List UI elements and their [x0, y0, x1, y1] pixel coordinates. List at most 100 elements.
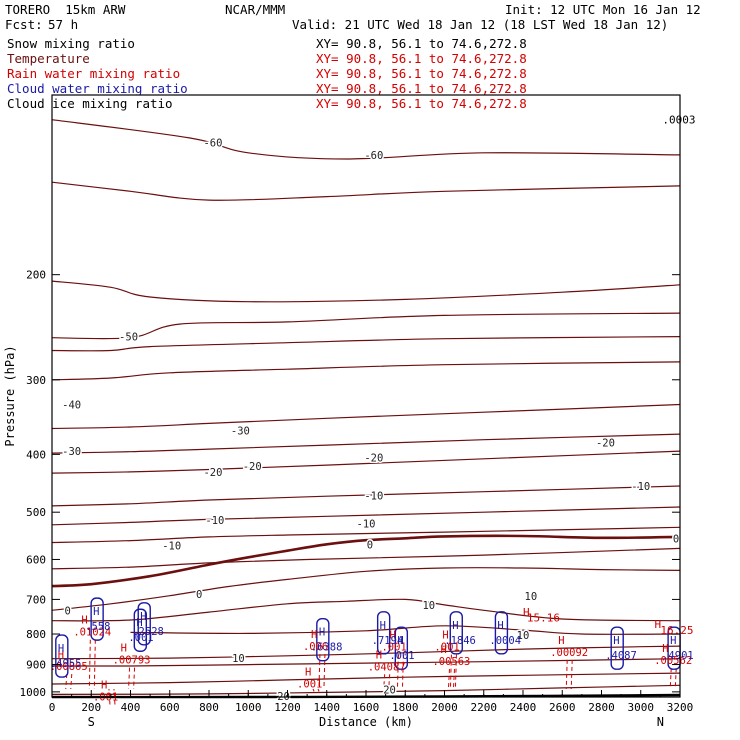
isotherm-line	[51, 450, 681, 474]
legend-xy: XY= 90.8, 56.1 to 74.6,272.8	[316, 66, 527, 81]
isotherm-label: -10	[162, 541, 181, 553]
isotherm-line	[51, 547, 681, 570]
isotherm-line	[51, 280, 681, 303]
rain-max-marker: H	[662, 643, 668, 655]
cloud-max-label: .001	[389, 650, 414, 662]
rain-max-label: .00563	[432, 656, 470, 668]
cloud-max-marker: H	[136, 617, 142, 629]
rain-max-marker: H	[311, 629, 317, 641]
isotherm-label: -30	[231, 426, 250, 438]
field-annotation: 15.16	[527, 611, 560, 624]
cloud-max-marker: H	[380, 620, 386, 632]
y-tick-label: 1000	[20, 686, 47, 699]
cloud-contour	[55, 634, 69, 678]
cloud-max-label: .4901	[662, 650, 694, 662]
legend-entry: Cloud water mixing ratio	[7, 81, 188, 96]
cloud-max-label: .6388	[311, 642, 343, 654]
isotherm-label: 10	[525, 591, 538, 603]
cloud-max-label: .2528	[132, 626, 164, 638]
x-tick-label: 1800	[392, 701, 419, 714]
cloud-max-label: .558	[85, 621, 110, 633]
cloud-max-marker: H	[497, 620, 503, 632]
south-label: S	[88, 715, 95, 729]
cloud-contour	[137, 602, 151, 646]
rain-contour	[312, 688, 320, 692]
rain-max-marker: H	[440, 644, 446, 656]
isotherm-line	[51, 684, 681, 695]
x-tick-label: 2000	[431, 701, 458, 714]
isotherm-line	[51, 526, 681, 544]
x-tick-label: 400	[121, 701, 141, 714]
y-axis-label: Pressure (hPa)	[3, 345, 17, 446]
x-tick-label: 1000	[235, 701, 262, 714]
field-annotation: H	[654, 618, 661, 631]
cloud-max-label: .4087	[605, 650, 637, 662]
y-tick-label: 400	[26, 448, 46, 461]
rain-max-marker: H	[389, 630, 395, 642]
cloud-max-label: .001	[128, 632, 153, 644]
isotherm-line	[51, 658, 681, 667]
rain-max-label: .00562	[654, 655, 692, 667]
cloud-max-marker: H	[58, 643, 64, 655]
rain-contour	[318, 654, 326, 690]
isotherm-line	[51, 672, 681, 685]
isotherm-label: 0	[367, 539, 373, 551]
isotherm-line	[51, 534, 681, 588]
isotherm-line	[51, 645, 681, 660]
isotherm-label: -20	[203, 467, 222, 479]
legend-xy: XY= 90.8, 56.1 to 74.6,272.8	[316, 36, 527, 51]
field-annotation: 16.25	[660, 624, 693, 637]
x-tick-label: 1600	[353, 701, 380, 714]
x-tick-label: 3200	[667, 701, 694, 714]
isotherm-label: -10	[631, 481, 650, 493]
rain-max-label: .001	[381, 642, 406, 654]
cloud-max-label: .0004	[489, 635, 521, 647]
rain-max-marker: H	[58, 649, 64, 661]
forecast-label: Fcst:	[5, 17, 43, 32]
center-title: NCAR/MMM	[225, 2, 286, 17]
cloud-max-marker: H	[670, 635, 676, 647]
rain-contour	[128, 667, 136, 690]
isotherm-line	[51, 433, 681, 454]
isotherm-label: -50	[119, 332, 138, 344]
rain-contour	[88, 639, 96, 690]
y-tick-label: 700	[26, 593, 46, 606]
north-label: N	[657, 715, 664, 729]
rain-max-label: .00865	[50, 661, 88, 673]
cloud-max-marker: H	[319, 627, 325, 639]
isotherm-label: -30	[62, 446, 81, 458]
rain-contour	[669, 668, 677, 690]
rain-max-marker: H	[558, 635, 564, 647]
legend-xy: XY= 90.8, 56.1 to 74.6,272.8	[316, 51, 527, 66]
rain-max-label: .00793	[113, 655, 151, 667]
x-tick-label: 2800	[588, 701, 615, 714]
isotherm-label: -10	[205, 515, 224, 527]
cloud-contour	[90, 597, 104, 641]
isotherm-label: 0	[196, 589, 202, 601]
isotherm-label: 10	[232, 653, 245, 665]
isotherm-label: -10	[357, 518, 376, 530]
isotherm-line	[51, 361, 681, 381]
rain-max-label: .001	[434, 642, 459, 654]
cloud-max-marker: H	[613, 635, 619, 647]
legend-entry: Rain water mixing ratio	[7, 66, 180, 81]
isotherm-label: -20	[364, 453, 383, 465]
isotherm-label: -10	[364, 491, 383, 503]
rain-contour	[565, 659, 573, 690]
isotherm-line	[51, 181, 681, 201]
isotherm-label: -20	[596, 437, 615, 449]
valid-time: Valid: 21 UTC Wed 18 Jan 12 (18 LST Wed …	[292, 17, 669, 32]
x-tick-label: 2200	[471, 701, 498, 714]
isotherm-line	[51, 598, 681, 622]
x-tick-label: 2600	[549, 701, 576, 714]
rain-contour	[447, 669, 455, 690]
isotherm-label: -60	[203, 137, 222, 149]
x-tick-label: 600	[160, 701, 180, 714]
legend-xy: XY= 90.8, 56.1 to 74.6,272.8	[316, 96, 527, 111]
cloud-max-label: .7194	[372, 635, 404, 647]
isotherm-line	[51, 485, 681, 507]
isotherm-line	[51, 567, 681, 611]
isotherm-line	[51, 336, 681, 352]
field-annotation: .0003	[662, 114, 695, 127]
isotherm-label: 10	[422, 600, 435, 612]
